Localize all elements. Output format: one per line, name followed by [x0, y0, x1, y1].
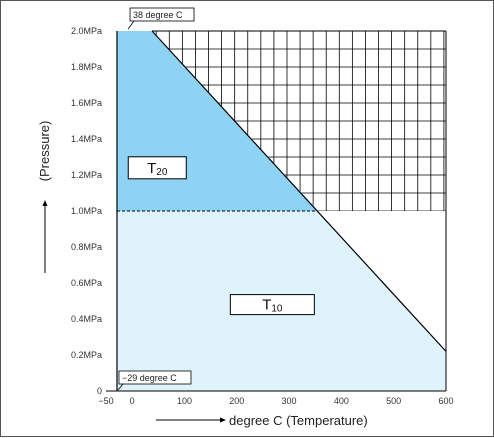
y-axis-arrowhead: [42, 200, 48, 206]
y-tick-label: 1.8MPa: [71, 62, 102, 72]
annotation-pointer: [127, 20, 135, 30]
x-tick-label: −50: [98, 396, 113, 406]
annotation-pointer: [117, 383, 124, 391]
axis-titles: degree C (Temperature) (Pressure): [37, 121, 368, 428]
x-tick-label: 300: [282, 396, 297, 406]
annotations: 38 degree C −29 degree C: [117, 7, 195, 391]
annotation-box-38c: [129, 7, 195, 22]
x-tick-label: 200: [229, 396, 244, 406]
boundary-lines: [116, 30, 447, 391]
x-axis-title: degree C (Temperature): [229, 413, 368, 428]
y-tick-label: 0.4MPa: [71, 314, 102, 324]
y-tick-label: 0: [97, 386, 102, 396]
region-label-box: [127, 156, 187, 180]
tick-labels: −50 0 100 200 300 400 500 60000.2MPa0.4MPa0.6MP…: [71, 26, 454, 406]
y-tick-label: 1.2MPa: [71, 170, 102, 180]
limit-line: [151, 30, 447, 352]
region-label-box: [229, 294, 315, 316]
y-tick-label: 0.2MPa: [71, 350, 102, 360]
x-tick-label: 0: [130, 396, 135, 406]
y-tick-label: 2.0MPa: [71, 26, 102, 36]
x-tick-label: 100: [177, 396, 192, 406]
x-axis-arrowhead: [220, 417, 226, 423]
region-label-t10: T10: [262, 297, 283, 315]
annotation-box-minus29c: [118, 370, 192, 385]
y-tick-label: 1.4MPa: [71, 134, 102, 144]
region-label-t20: T20: [147, 160, 168, 178]
y-tick-label: 1.0MPa: [71, 206, 102, 216]
x-tick-label: 500: [386, 396, 401, 406]
y-tick-label: 0.6MPa: [71, 278, 102, 288]
y-tick-label: 1.6MPa: [71, 98, 102, 108]
y-tick-label: 0.8MPa: [71, 242, 102, 252]
x-tick-label: 600: [438, 396, 453, 406]
axes: [106, 30, 447, 392]
x-tick-label: 400: [334, 396, 349, 406]
y-axis-title: (Pressure): [37, 121, 52, 182]
annotation-minus29c: −29 degree C: [122, 373, 177, 383]
region-labels: T20 T10: [127, 156, 315, 316]
annotation-38c: 38 degree C: [133, 10, 183, 20]
